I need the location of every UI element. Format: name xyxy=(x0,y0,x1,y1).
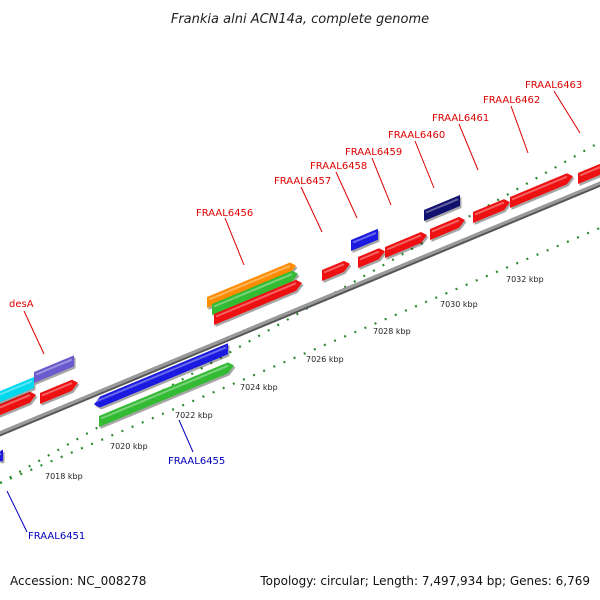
label-connectors xyxy=(6,90,581,533)
gene-arrow-highlight xyxy=(95,346,227,403)
genome-backbone xyxy=(0,181,600,437)
lower-scale-track xyxy=(0,226,600,485)
gene-block xyxy=(424,195,460,221)
connector-FRAAL6463 xyxy=(553,90,581,134)
label-FRAAL6461: FRAAL6461 xyxy=(432,113,489,124)
gene-arrow-highlight xyxy=(41,382,73,397)
gene-block xyxy=(34,355,74,383)
scale-labels: 7018 kbp 7020 kbp 7022 kbp 7024 kbp 7026… xyxy=(45,275,544,481)
gene-arrow-highlight xyxy=(215,282,297,318)
gene-arrow xyxy=(40,379,78,404)
connector-FRAAL6462 xyxy=(510,105,529,154)
gene-arrow-highlight xyxy=(386,234,422,251)
genome-summary-text: Topology: circular; Length: 7,497,934 bp… xyxy=(260,574,590,588)
scale-label: 7024 kbp xyxy=(240,383,278,392)
connector-FRAAL6459 xyxy=(371,157,392,206)
scale-label: 7018 kbp xyxy=(45,472,83,481)
gene-labels: desA FRAAL6456 FRAAL6457 FRAAL6458 FRAAL… xyxy=(9,80,582,542)
gene-arrow xyxy=(212,270,298,315)
gene-arrow-highlight xyxy=(100,364,229,420)
gene-arrow xyxy=(358,248,385,268)
gene-block-highlight xyxy=(352,232,377,244)
scale-label: 7020 kbp xyxy=(110,442,148,451)
gene-arrow xyxy=(510,173,573,208)
gene-arrow-highlight xyxy=(0,394,31,409)
label-FRAAL6458: FRAAL6458 xyxy=(310,161,367,172)
gene-arrow-highlight xyxy=(323,263,345,274)
label-FRAAL6463: FRAAL6463 xyxy=(525,80,582,91)
gene-arrow-highlight xyxy=(213,273,293,308)
label-FRAAL6459: FRAAL6459 xyxy=(345,147,402,158)
connector-desA xyxy=(23,310,45,355)
gene-block-highlight xyxy=(0,380,33,396)
gene-arrow xyxy=(99,362,234,427)
label-FRAAL6462: FRAAL6462 xyxy=(483,95,540,106)
connector-FRAAL6451 xyxy=(6,490,28,533)
gene-arrow xyxy=(0,391,36,416)
connector-FRAAL6457 xyxy=(300,186,323,233)
gene-arrow xyxy=(385,232,427,258)
accession-text: Accession: NC_008278 xyxy=(10,574,147,588)
scale-label: 7026 kbp xyxy=(306,355,344,364)
scale-label: 7032 kbp xyxy=(506,275,544,284)
gene-block xyxy=(351,228,378,251)
connector-FRAAL6455 xyxy=(178,419,194,453)
gene-arrow-highlight xyxy=(511,175,568,201)
gene-block-highlight xyxy=(425,198,459,214)
gene-arrow xyxy=(0,449,3,462)
map-title: Frankia alni ACN14a, complete genome xyxy=(171,12,429,27)
gene-arrow-highlight xyxy=(431,219,460,233)
scale-label: 7030 kbp xyxy=(440,300,478,309)
label-FRAAL6457: FRAAL6457 xyxy=(274,176,331,187)
gene-block-highlight xyxy=(35,358,73,376)
connector-FRAAL6458 xyxy=(335,171,358,219)
gene-arrow-highlight xyxy=(359,250,380,261)
scale-label: 7022 kbp xyxy=(175,411,213,420)
connector-FRAAL6460 xyxy=(414,140,435,189)
label-FRAAL6451: FRAAL6451 xyxy=(28,531,85,542)
gene-block xyxy=(0,377,34,403)
gene-arrow xyxy=(207,262,296,308)
gene-arrow xyxy=(214,279,302,325)
gene-arrow xyxy=(578,163,600,184)
connector-FRAAL6461 xyxy=(458,123,479,171)
label-FRAAL6455: FRAAL6455 xyxy=(168,456,225,467)
gene-arrow xyxy=(473,199,510,223)
upper-scale-track xyxy=(0,141,600,484)
label-FRAAL6460: FRAAL6460 xyxy=(388,130,445,141)
gene-arrow-highlight xyxy=(579,166,600,177)
gene-features xyxy=(0,163,600,464)
connector-FRAAL6456 xyxy=(224,217,245,266)
gene-arrow xyxy=(430,216,465,240)
gene-arrow xyxy=(94,343,228,408)
label-FRAAL6456: FRAAL6456 xyxy=(196,208,253,219)
label-desA: desA xyxy=(9,299,34,310)
gene-arrow xyxy=(322,260,350,281)
gene-arrow-highlight xyxy=(208,264,291,301)
gene-arrow-highlight xyxy=(474,201,505,216)
gene-arrow-highlight xyxy=(0,452,2,456)
scale-label: 7028 kbp xyxy=(373,327,411,336)
